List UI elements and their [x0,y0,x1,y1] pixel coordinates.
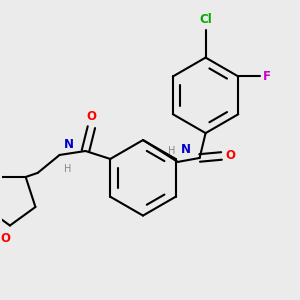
Text: H: H [168,146,176,156]
Text: N: N [181,143,191,156]
Text: O: O [0,232,10,245]
Text: N: N [64,138,74,151]
Text: O: O [226,149,236,163]
Text: O: O [86,110,96,123]
Text: F: F [263,70,271,83]
Text: Cl: Cl [199,13,212,26]
Text: H: H [64,164,71,174]
